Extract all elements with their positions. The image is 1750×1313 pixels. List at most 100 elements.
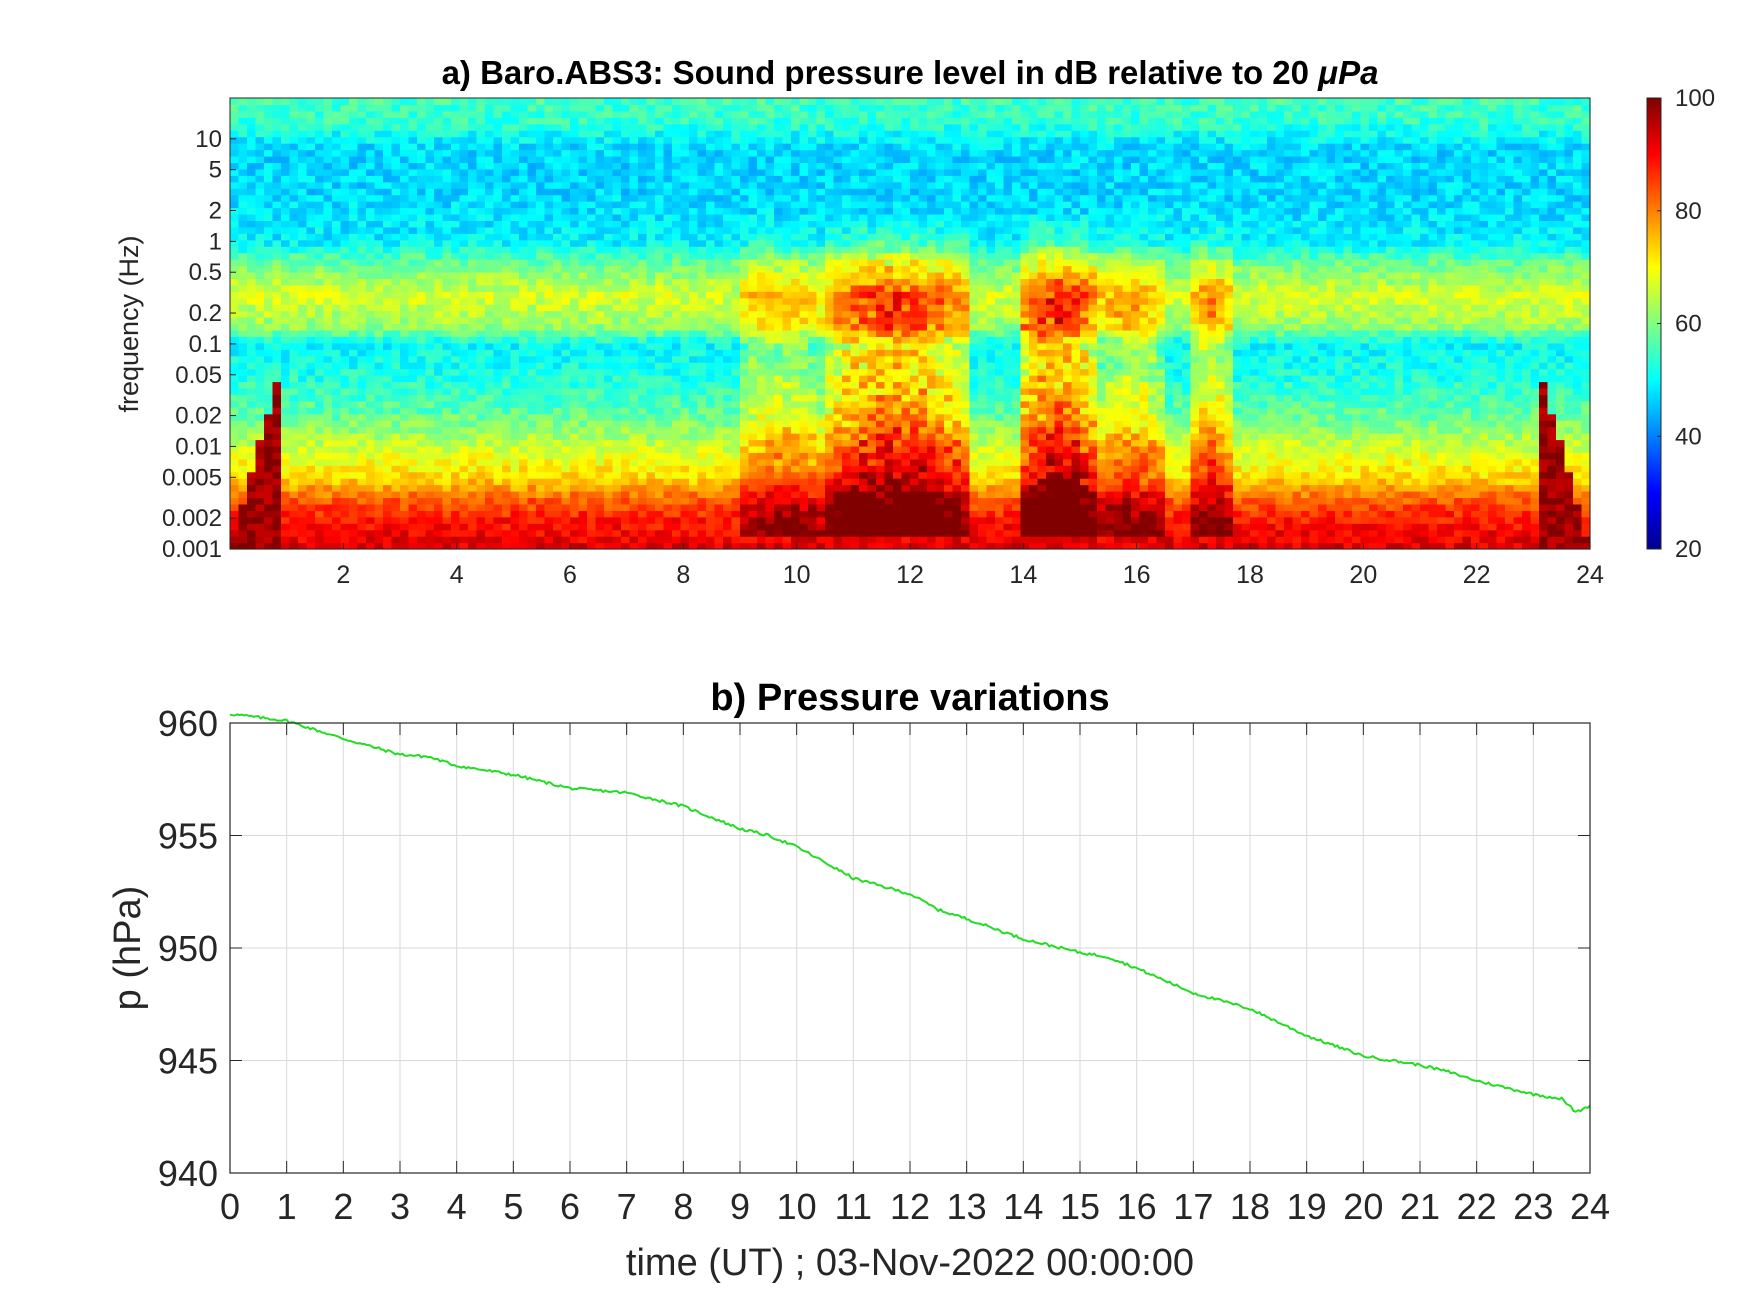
- heatmap-cell: [663, 149, 673, 157]
- heatmap-cell: [281, 516, 291, 524]
- heatmap-cell: [646, 452, 656, 460]
- heatmap-cell: [315, 181, 325, 189]
- heatmap-cell: [680, 155, 690, 164]
- heatmap-cell: [604, 304, 614, 312]
- heatmap-cell: [731, 523, 741, 531]
- heatmap-cell: [680, 136, 690, 144]
- heatmap-cell: [391, 542, 401, 550]
- heatmap-cell: [493, 297, 503, 305]
- heatmap-cell: [391, 413, 401, 421]
- heatmap-cell: [587, 271, 597, 279]
- heatmap-cell: [723, 465, 733, 473]
- heatmap-cell: [638, 246, 648, 254]
- heatmap-cell: [281, 310, 291, 318]
- heatmap-cell: [289, 368, 299, 376]
- heatmap-cell: [459, 542, 469, 550]
- heatmap-cell: [527, 433, 537, 441]
- heatmap-cell: [748, 465, 758, 473]
- heatmap-cell: [476, 297, 486, 305]
- heatmap-cell: [391, 239, 401, 247]
- heatmap-cell: [238, 136, 248, 144]
- heatmap-cell: [791, 246, 801, 254]
- heatmap-cell: [366, 407, 376, 415]
- heatmap-cell: [502, 136, 512, 144]
- heatmap-cell: [425, 259, 435, 267]
- heatmap-cell: [374, 368, 384, 376]
- heatmap-cell: [323, 349, 333, 357]
- heatmap-cell: [629, 143, 639, 151]
- heatmap-cell: [655, 181, 665, 189]
- heatmap-cell: [782, 110, 792, 118]
- heatmap-cell: [833, 471, 843, 479]
- heatmap-cell: [825, 291, 835, 299]
- heatmap-cell: [451, 407, 461, 415]
- heatmap-cell: [238, 375, 248, 383]
- heatmap-cell: [638, 368, 648, 376]
- heatmap-cell: [646, 155, 656, 164]
- heatmap-cell: [323, 355, 333, 363]
- heatmap-cell: [247, 130, 257, 138]
- heatmap-cell: [714, 458, 724, 466]
- heatmap-cell: [706, 433, 716, 441]
- heatmap-cell: [578, 445, 588, 453]
- heatmap-cell: [434, 420, 444, 428]
- heatmap-cell: [459, 452, 469, 460]
- heatmap-cell: [570, 355, 580, 363]
- heatmap-cell: [374, 278, 384, 286]
- heatmap-cell: [306, 143, 316, 151]
- heatmap-cell: [595, 123, 605, 131]
- heatmap-cell: [340, 342, 350, 350]
- heatmap-cell: [502, 465, 512, 473]
- heatmap-cell: [332, 497, 342, 505]
- heatmap-cell: [519, 259, 529, 267]
- heatmap-cell: [468, 143, 478, 151]
- heatmap-cell: [536, 297, 546, 305]
- heatmap-cell: [510, 317, 520, 325]
- heatmap-cell: [553, 110, 563, 118]
- heatmap-cell: [332, 452, 342, 460]
- heatmap-cell: [740, 491, 750, 499]
- heatmap-cell: [238, 271, 248, 279]
- heatmap-cell: [791, 458, 801, 466]
- heatmap-cell: [383, 98, 393, 106]
- heatmap-cell: [757, 445, 767, 453]
- heatmap-cell: [298, 349, 308, 357]
- heatmap-cell: [425, 162, 435, 170]
- heatmap-cell: [502, 362, 512, 370]
- heatmap-cell: [349, 426, 359, 434]
- heatmap-cell: [706, 246, 716, 254]
- heatmap-cell: [315, 342, 325, 350]
- heatmap-cell: [493, 278, 503, 286]
- heatmap-cell: [519, 413, 529, 421]
- heatmap-cell: [272, 143, 282, 151]
- heatmap-cell: [672, 233, 682, 241]
- heatmap-cell: [357, 407, 367, 415]
- heatmap-cell: [765, 123, 775, 131]
- heatmap-cell: [349, 381, 359, 389]
- heatmap-cell: [663, 155, 673, 164]
- heatmap-cell: [247, 155, 257, 164]
- heatmap-cell: [519, 291, 529, 299]
- heatmap-cell: [383, 510, 393, 518]
- heatmap-cell: [264, 491, 274, 499]
- heatmap-cell: [468, 433, 478, 441]
- heatmap-cell: [782, 452, 792, 460]
- heatmap-cell: [485, 162, 495, 170]
- heatmap-cell: [561, 117, 571, 125]
- heatmap-cell: [264, 168, 274, 176]
- heatmap-cell: [782, 117, 792, 125]
- heatmap-cell: [374, 458, 384, 466]
- heatmap-cell: [264, 484, 274, 492]
- heatmap-cell: [468, 484, 478, 492]
- heatmap-cell: [425, 529, 435, 537]
- heatmap-cell: [536, 529, 546, 537]
- heatmap-cell: [595, 168, 605, 176]
- heatmap-cell: [561, 413, 571, 421]
- heatmap-cell: [442, 342, 452, 350]
- heatmap-cell: [272, 484, 282, 492]
- heatmap-cell: [374, 342, 384, 350]
- heatmap-cell: [417, 510, 427, 518]
- heatmap-cell: [595, 445, 605, 453]
- heatmap-cell: [400, 510, 410, 518]
- heatmap-cell: [230, 516, 240, 524]
